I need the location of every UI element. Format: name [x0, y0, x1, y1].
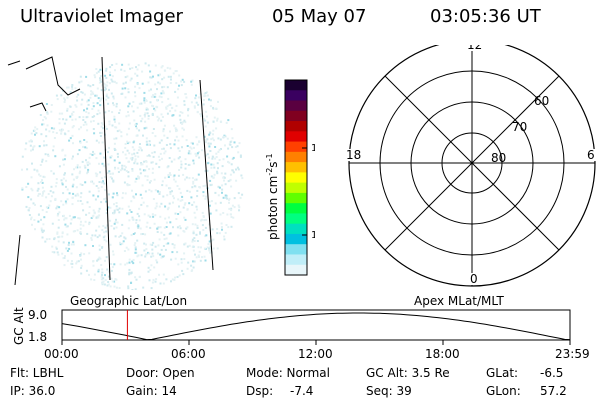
colorbar-swatch [285, 110, 307, 122]
colorbar: 100 10 photon cm-2s-1 [265, 79, 315, 276]
geographic-latlon-label: Geographic Lat/Lon [70, 294, 188, 308]
door-status: Door: Open [126, 366, 195, 380]
colorbar-swatch [285, 90, 307, 102]
x-tick-1200: 12:00 [298, 347, 333, 361]
dsp-value: -7.4 [290, 384, 314, 398]
colorbar-swatch [285, 172, 307, 184]
mlt-label-0: 0 [470, 272, 478, 286]
coastline [25, 56, 81, 96]
colorbar-swatch [285, 192, 307, 204]
colorbar-swatch [285, 100, 307, 112]
colorbar-swatch [285, 254, 307, 266]
polar-plot: 12 18 6 0 60 70 80 [345, 45, 596, 287]
glat-value: -6.5 [540, 366, 564, 380]
colorbar-tick-10: 10 [311, 230, 315, 241]
glon-label: GLon: [486, 384, 521, 398]
colorbar-swatch [285, 264, 307, 276]
lat-label-80: 80 [491, 151, 506, 165]
colorbar-swatch [285, 141, 307, 153]
geographic-image [7, 56, 244, 290]
colorbar-swatch [285, 151, 307, 163]
app-title: Ultraviolet Imager [20, 6, 183, 27]
timeline-y-top: 9.0 [28, 308, 47, 322]
coastline [14, 234, 21, 286]
mlt-label-6: 6 [587, 148, 595, 162]
mlt-label-12: 12 [467, 45, 482, 52]
gc-altitude: GC Alt: 3.5 Re [366, 366, 450, 380]
glon-value: 57.2 [540, 384, 567, 398]
colorbar-swatch [285, 121, 307, 132]
flight-filter: Flt: LBHL [10, 366, 64, 380]
altitude-timeline: GC Alt 9.0 1.8 00:00 06:00 12:00 18:00 2… [12, 307, 590, 361]
colorbar-swatch [285, 203, 307, 215]
colorbar-swatch [285, 80, 307, 91]
coastline [29, 102, 47, 112]
colorbar-swatch [285, 182, 307, 194]
lat-label-60: 60 [534, 94, 549, 108]
timeline-axis-title: GC Alt [12, 307, 26, 345]
apex-mlat-mlt-label: Apex MLat/MLT [414, 294, 504, 308]
colorbar-swatch [285, 233, 307, 245]
ip-value: IP: 36.0 [10, 384, 56, 398]
meridian-line [199, 79, 214, 271]
colorbar-swatch [285, 213, 307, 225]
dsp-label: Dsp: [246, 384, 274, 398]
altitude-curve [61, 312, 571, 341]
x-tick-0600: 06:00 [171, 347, 206, 361]
colorbar-swatch [285, 131, 307, 143]
mlt-diagonal [384, 75, 560, 251]
date-label: 05 May 07 [272, 6, 367, 27]
uv-emission-speckle [21, 62, 244, 290]
colorbar-swatch [285, 223, 307, 235]
timeline-x-ticks [61, 340, 571, 345]
sequence-number: Seq: 39 [366, 384, 412, 398]
coastline [7, 60, 21, 66]
colorbar-tick-100: 100 [311, 143, 315, 154]
colorbar-swatch [285, 162, 307, 173]
lat-label-70: 70 [512, 120, 527, 134]
x-tick-1800: 18:00 [425, 347, 460, 361]
time-label: 03:05:36 UT [430, 6, 541, 27]
gain-value: Gain: 14 [126, 384, 177, 398]
mode-status: Mode: Normal [246, 366, 330, 380]
meridian-line [101, 56, 111, 281]
x-tick-2359: 23:59 [555, 347, 590, 361]
glat-label: GLat: [486, 366, 519, 380]
colorbar-swatch [285, 244, 307, 256]
mlt-label-18: 18 [346, 148, 361, 162]
colorbar-unit-label: photon cm-2s-1 [265, 153, 280, 240]
timeline-y-bottom: 1.8 [28, 330, 47, 344]
colorbar-gradient [285, 80, 307, 276]
x-tick-0000: 00:00 [44, 347, 79, 361]
